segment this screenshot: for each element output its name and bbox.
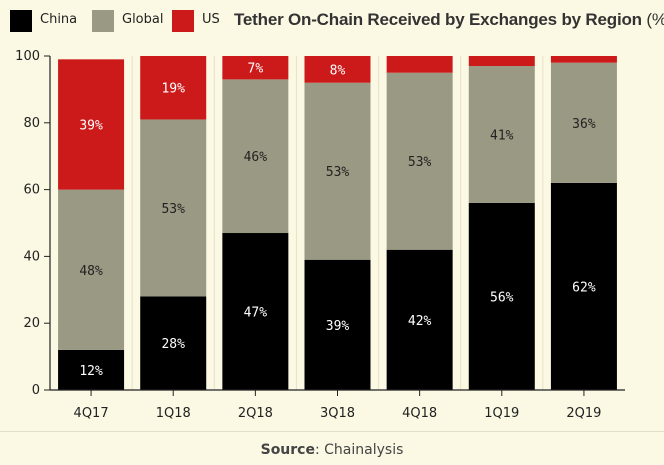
bar-global-3q18 <box>304 82 371 260</box>
y-tick-label-60: 60 <box>23 183 40 198</box>
y-tick-label-0: 0 <box>32 383 40 398</box>
data-label-china-1q18: 28% <box>161 337 185 352</box>
bar-china-4q17 <box>58 349 125 390</box>
stacked-bar-chart: 0 20 40 60 80 100 12% 48% 39% 4Q17 28% 53% 19% 1Q18 47… <box>15 49 625 421</box>
x-tick-label-3q18: 3Q18 <box>320 406 355 421</box>
bar-global-2q19 <box>550 62 617 183</box>
x-tick-label-2q18: 2Q18 <box>238 406 273 421</box>
bar-global-2q18 <box>222 79 289 234</box>
source-text: : Chainalysis <box>314 442 404 458</box>
bar-us-2q18 <box>222 56 289 80</box>
data-label-us-3q18: 8% <box>330 63 346 78</box>
data-label-global-4q18: 53% <box>408 155 432 170</box>
legend-label-us: US <box>202 12 220 27</box>
data-label-china-4q17: 12% <box>79 364 103 379</box>
legend-swatch-us <box>172 10 194 32</box>
bar-china-2q19 <box>550 182 617 390</box>
bar-us-2q19 <box>550 56 617 63</box>
chart-title: Tether On-Chain Received by Exchanges by… <box>234 10 664 30</box>
bar-global-1q19 <box>468 66 535 203</box>
data-label-us-4q17: 39% <box>79 118 103 133</box>
bar-china-3q18 <box>304 259 371 390</box>
x-tick-label-1q19: 1Q19 <box>484 406 519 421</box>
legend-label-china: China <box>40 12 78 27</box>
bar-china-4q18 <box>386 249 453 390</box>
data-label-us-2q18: 7% <box>248 62 264 77</box>
x-tick-label-2q19: 2Q19 <box>566 406 601 421</box>
bar-us-1q19 <box>468 56 535 67</box>
data-label-global-2q18: 46% <box>244 150 268 165</box>
x-tick-label-4q17: 4Q17 <box>74 406 109 421</box>
y-tick-label-80: 80 <box>23 116 40 131</box>
x-tick-label-4q18: 4Q18 <box>402 406 437 421</box>
y-tick-label-40: 40 <box>23 249 40 264</box>
bar-us-4q17 <box>58 59 125 190</box>
chart-header: China Global US Tether On-Chain Received… <box>0 0 664 40</box>
bar-global-4q17 <box>58 189 125 350</box>
data-label-china-2q19: 62% <box>572 280 596 295</box>
chart-title-unit: (%) <box>646 10 664 29</box>
data-label-global-1q19: 41% <box>490 128 514 143</box>
footer-divider <box>0 431 664 432</box>
data-label-us-1q18: 19% <box>161 82 185 97</box>
data-label-global-2q19: 36% <box>572 117 596 132</box>
y-tick-label-100: 100 <box>15 49 40 64</box>
bar-us-3q18 <box>304 56 371 83</box>
source-note: Source: Chainalysis <box>0 442 664 458</box>
bar-us-4q18 <box>386 56 453 73</box>
data-label-global-3q18: 53% <box>326 165 350 180</box>
data-label-china-2q18: 47% <box>244 306 268 321</box>
x-tick-label-1q18: 1Q18 <box>156 406 191 421</box>
y-tick-label-20: 20 <box>23 316 40 331</box>
legend-swatch-china <box>10 10 32 32</box>
data-label-global-4q17: 48% <box>79 264 103 279</box>
bar-us-1q18 <box>140 56 207 120</box>
bar-global-4q18 <box>386 72 453 250</box>
chart-title-text: Tether On-Chain Received by Exchanges by… <box>234 10 642 29</box>
legend-swatch-global <box>92 10 114 32</box>
source-label: Source <box>260 442 315 458</box>
bar-china-1q19 <box>468 202 535 390</box>
data-label-china-1q19: 56% <box>490 290 514 305</box>
data-label-global-1q18: 53% <box>161 202 185 217</box>
bar-china-1q18 <box>140 296 207 390</box>
data-label-china-3q18: 39% <box>326 319 350 334</box>
data-label-china-4q18: 42% <box>408 314 432 329</box>
bar-global-1q18 <box>140 119 207 297</box>
legend-label-global: Global <box>122 12 164 27</box>
bar-china-2q18 <box>222 233 289 390</box>
